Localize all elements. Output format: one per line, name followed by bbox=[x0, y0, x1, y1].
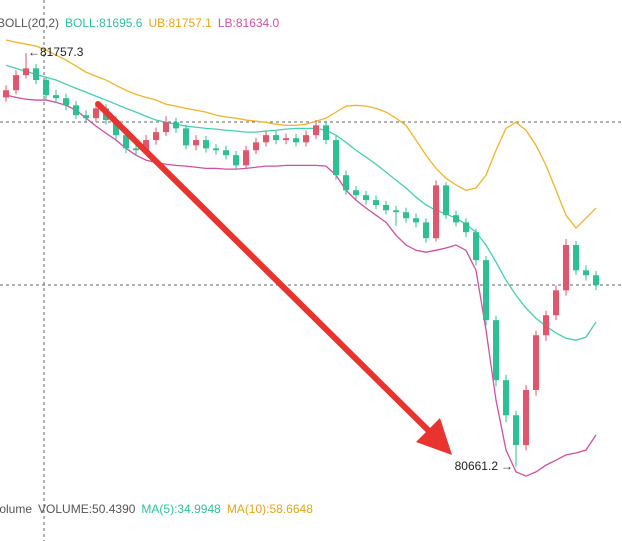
candle-body bbox=[343, 175, 349, 191]
candle-body bbox=[113, 120, 119, 136]
candle-body bbox=[493, 320, 499, 381]
candle-body bbox=[453, 215, 459, 223]
header-text: UB:81757.1 bbox=[148, 16, 212, 30]
candle-body bbox=[433, 185, 439, 239]
candle-body bbox=[513, 415, 519, 446]
candle-body bbox=[323, 125, 329, 141]
candle-body bbox=[153, 132, 159, 141]
candle-body bbox=[273, 135, 279, 141]
candle-body bbox=[523, 389, 529, 446]
candle-body bbox=[543, 315, 549, 336]
header-text: LB:81634.0 bbox=[218, 16, 280, 30]
candle-body bbox=[3, 90, 9, 98]
candle-body bbox=[423, 222, 429, 239]
candle-body bbox=[23, 68, 29, 76]
candle-body bbox=[213, 148, 219, 151]
candle-body bbox=[63, 98, 69, 106]
candle-body bbox=[43, 80, 49, 96]
header-text: VOLUME:50.4390 bbox=[38, 502, 136, 516]
candle-body bbox=[533, 335, 539, 390]
candle-body bbox=[173, 122, 179, 129]
header-text: MA(5):34.9948 bbox=[141, 502, 221, 516]
candle-body bbox=[353, 190, 359, 196]
candle-body bbox=[33, 68, 39, 81]
arrow-head bbox=[416, 418, 452, 455]
candle-body bbox=[233, 155, 239, 166]
candle-body bbox=[73, 105, 79, 116]
candle-body bbox=[363, 195, 369, 201]
candle-body bbox=[473, 232, 479, 261]
header-text: BOLL:81695.6 bbox=[65, 16, 143, 30]
volume-header: Volume VOLUME:50.4390 MA(5):34.9948 MA(10):… bbox=[0, 502, 313, 516]
candle-body bbox=[283, 138, 289, 141]
candle-body bbox=[293, 138, 299, 143]
candle-body bbox=[253, 142, 259, 151]
candle-body bbox=[443, 185, 449, 216]
candle-body bbox=[223, 150, 229, 156]
candle-body bbox=[93, 108, 99, 119]
header-text: Volume bbox=[0, 502, 32, 516]
candle-body bbox=[123, 135, 129, 149]
candle-body bbox=[503, 380, 509, 416]
candle-body bbox=[263, 135, 269, 143]
candle-body bbox=[193, 140, 199, 146]
boll-band bbox=[5, 39, 597, 230]
candle-body bbox=[483, 260, 489, 321]
candle-body bbox=[463, 222, 469, 233]
candle-body bbox=[373, 200, 379, 205]
header-text: BOLL(20,2) bbox=[0, 16, 59, 30]
candle-body bbox=[413, 218, 419, 223]
candle-body bbox=[573, 245, 579, 271]
candle-body bbox=[163, 122, 169, 133]
boll-band bbox=[5, 64, 597, 341]
candle-body bbox=[593, 275, 599, 286]
arrow-shaft bbox=[95, 101, 433, 435]
candle-body bbox=[243, 150, 249, 166]
boll-header: BOLL(20,2) BOLL:81695.6 UB:81757.1 LB:81634… bbox=[0, 16, 280, 30]
annotations: ← 81757.3 80661.2 → bbox=[28, 45, 513, 473]
candle-body bbox=[563, 245, 569, 291]
low-label: 80661.2 bbox=[455, 459, 499, 473]
candle-body bbox=[393, 210, 399, 213]
candle-body bbox=[553, 290, 559, 316]
bands bbox=[5, 39, 597, 477]
candle-body bbox=[583, 270, 589, 276]
candle-body bbox=[383, 204, 389, 211]
candle-body bbox=[303, 135, 309, 143]
candle-body bbox=[203, 140, 209, 149]
high-label: 81757.3 bbox=[40, 45, 84, 59]
candle-body bbox=[13, 75, 19, 91]
arrow-glyph: → bbox=[501, 459, 513, 473]
trend-arrow bbox=[95, 101, 452, 455]
candle-body bbox=[53, 95, 59, 99]
candle-body bbox=[333, 140, 339, 176]
candle-body bbox=[183, 128, 189, 146]
candle-body bbox=[143, 140, 149, 151]
arrow-glyph: ← bbox=[28, 45, 40, 59]
candle-body bbox=[313, 125, 319, 136]
candle-body bbox=[83, 115, 89, 119]
header-text: MA(10):58.6648 bbox=[227, 502, 313, 516]
candle-body bbox=[403, 212, 409, 219]
candle-body bbox=[133, 148, 139, 151]
boll-band bbox=[5, 94, 597, 477]
